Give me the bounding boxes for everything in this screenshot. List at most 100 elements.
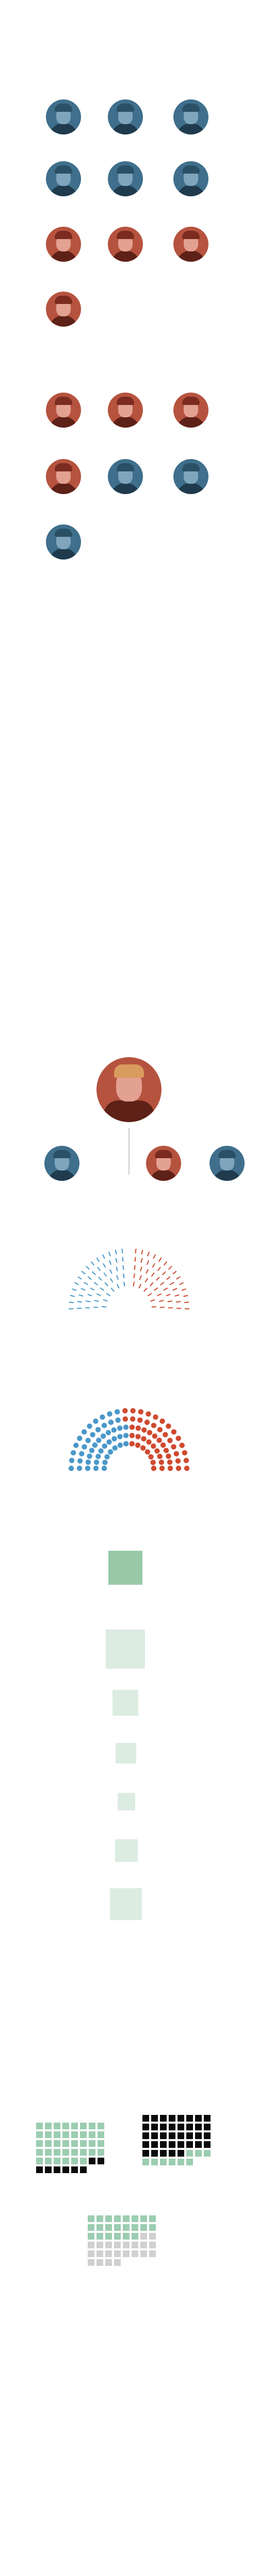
- waffle-cell: [123, 2242, 130, 2248]
- rep-seat-dot: [138, 1409, 143, 1415]
- rep-seat-tick: [157, 1293, 162, 1296]
- waffle-cell: [142, 2124, 149, 2130]
- waffle-cell: [105, 2215, 112, 2222]
- waffle-cell: [45, 2123, 52, 2129]
- rep-seat-dot: [179, 1443, 185, 1448]
- dem-seat-dot: [100, 1414, 105, 1420]
- waffle-cell: [105, 2259, 112, 2266]
- dem-seat-tick: [116, 1266, 118, 1272]
- rep-seat-dot: [171, 1444, 176, 1450]
- dem-seat-tick: [102, 1254, 105, 1259]
- waffle-cell: [36, 2123, 43, 2129]
- dem-seat-tick: [94, 1299, 99, 1302]
- dem-seat-dot: [82, 1444, 87, 1450]
- portrait-icon: [173, 393, 208, 428]
- dem-seat-dot: [89, 1448, 95, 1453]
- waffle-cell: [62, 2140, 69, 2147]
- dem-seat-dot: [73, 1443, 79, 1448]
- portrait-icon: [46, 292, 81, 327]
- rep-seat-dot: [135, 1442, 141, 1448]
- waffle-cell: [98, 2158, 104, 2164]
- dem-seat-dot: [111, 1436, 117, 1442]
- rep-seat-dot: [122, 1416, 128, 1422]
- waffle-cell: [178, 2115, 184, 2122]
- dem-seat-dot: [95, 1453, 101, 1460]
- waffle-cell: [204, 2132, 211, 2139]
- rep-seat-dot: [158, 1460, 165, 1465]
- rep-seat-dot: [152, 1433, 158, 1439]
- waffle-cell: [54, 2158, 60, 2164]
- rep-seat-dot: [147, 1430, 153, 1435]
- waffle-cell: [160, 2150, 167, 2157]
- dem-seat-dot: [101, 1422, 107, 1429]
- waffle-cell: [54, 2166, 60, 2173]
- waffle-cell: [80, 2140, 87, 2147]
- scale-square: [106, 1630, 145, 1669]
- rep-seat-dot: [159, 1418, 165, 1424]
- waffle-cell: [178, 2141, 184, 2148]
- dem-seat-dot: [100, 1433, 106, 1439]
- dem-seat-tick: [84, 1282, 89, 1285]
- dem-seat-tick: [123, 1273, 125, 1278]
- waffle-cell: [105, 2233, 112, 2240]
- rep-seat-tick: [156, 1277, 160, 1281]
- waffle-cell: [105, 2242, 112, 2248]
- dem-seat-dot: [112, 1445, 118, 1451]
- dem-seat-tick: [96, 1293, 101, 1296]
- rep-seat-tick: [140, 1266, 142, 1272]
- rep-seat-dot: [182, 1450, 188, 1455]
- dem-seat-dot: [102, 1460, 108, 1465]
- rep-seat-tick: [153, 1287, 158, 1291]
- waffle-cell: [62, 2131, 69, 2138]
- dem-seat-dot: [115, 1409, 120, 1415]
- dem-seat-dot: [123, 1441, 129, 1447]
- waffle-cell: [142, 2115, 149, 2122]
- leader-far-right-portrait-icon: [209, 1146, 245, 1181]
- rep-seat-dot: [146, 1411, 151, 1417]
- waffle-cell: [151, 2132, 158, 2139]
- rep-seat-dot: [173, 1451, 179, 1456]
- waffle-cell: [114, 2242, 121, 2248]
- dem-seat-dot: [69, 1458, 75, 1463]
- dem-seat-tick: [86, 1265, 90, 1270]
- portrait-icon: [46, 459, 81, 494]
- waffle-cell: [204, 2150, 211, 2157]
- dem-seat-tick: [80, 1287, 86, 1291]
- dem-seat-dot: [107, 1411, 112, 1417]
- portrait-icon: [108, 99, 143, 134]
- waffle-cell: [71, 2131, 78, 2138]
- dem-seat-tick: [110, 1287, 115, 1292]
- dem-seat-tick: [72, 1288, 77, 1291]
- waffle-cell: [71, 2149, 78, 2156]
- dem-seat-dot: [95, 1427, 101, 1433]
- rep-seat-dot: [157, 1427, 163, 1433]
- waffle-cell: [195, 2124, 202, 2130]
- waffle-cell: [123, 2215, 130, 2222]
- rep-seat-tick: [179, 1282, 184, 1285]
- rep-seat-tick: [150, 1299, 155, 1302]
- waffle-cell: [62, 2166, 69, 2173]
- rep-seat-tick: [152, 1263, 155, 1268]
- waffle-cell: [114, 2224, 121, 2231]
- rep-seat-dot: [148, 1454, 154, 1460]
- waffle-cell: [88, 2233, 94, 2240]
- waffle-cell: [149, 2242, 156, 2248]
- dem-seat-tick: [116, 1283, 120, 1289]
- rep-seat-dot: [160, 1442, 166, 1448]
- waffle-cell: [132, 2215, 138, 2222]
- waffle-cell: [140, 2224, 147, 2231]
- waffle-cell: [89, 2149, 95, 2156]
- waffle-cell: [149, 2233, 156, 2240]
- rep-seat-tick: [172, 1270, 177, 1275]
- dem-seat-dot: [87, 1423, 92, 1429]
- waffle-cell: [186, 2150, 193, 2157]
- dem-seat-tick: [104, 1282, 108, 1286]
- rep-seat-tick: [134, 1265, 136, 1270]
- rep-seat-tick: [151, 1272, 155, 1277]
- dem-seat-tick: [115, 1249, 117, 1255]
- dem-seat-dot: [85, 1437, 91, 1444]
- waffle-cell: [123, 2250, 130, 2257]
- dem-seat-dot: [101, 1465, 107, 1471]
- leader-connector-line: [128, 1128, 130, 1175]
- rep-seat-tick: [146, 1260, 150, 1265]
